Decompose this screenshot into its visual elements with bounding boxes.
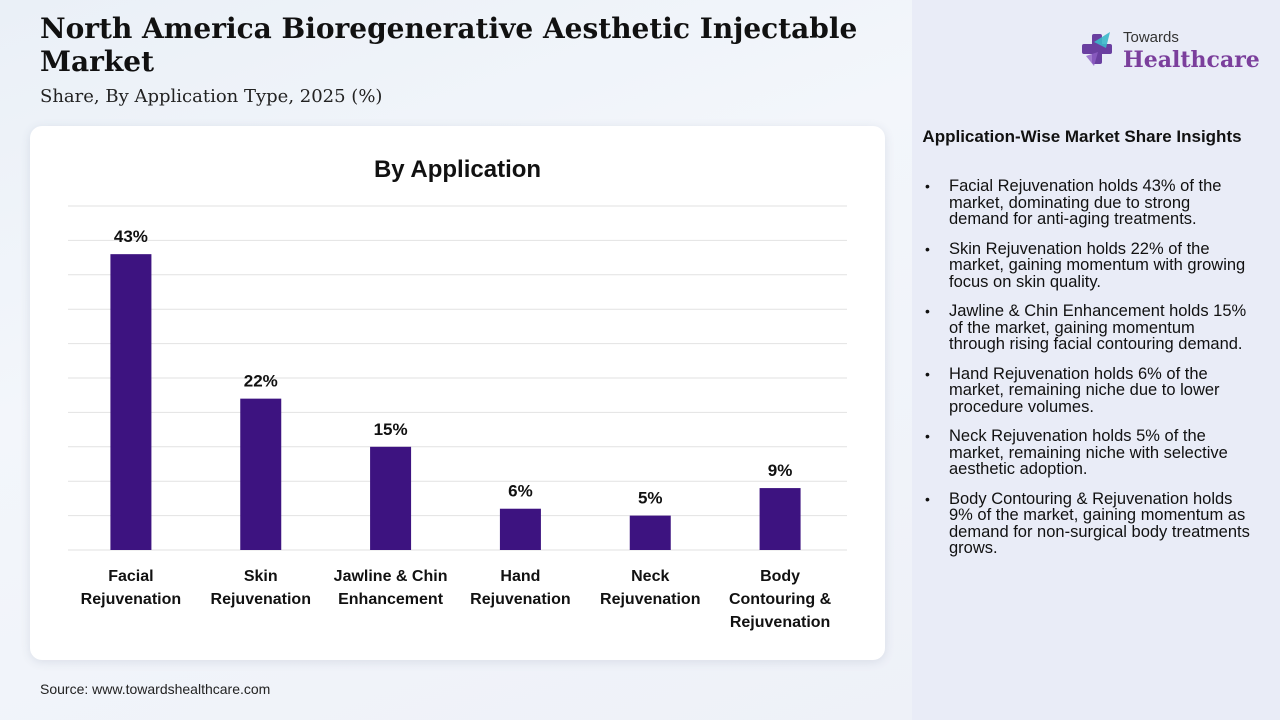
category-label: Rejuvenation bbox=[211, 591, 311, 608]
data-label: 43% bbox=[114, 227, 148, 246]
category-label: Body bbox=[760, 568, 800, 585]
insights-panel-background bbox=[912, 0, 1280, 720]
category-label: Skin bbox=[244, 568, 278, 585]
bar bbox=[759, 488, 801, 550]
data-label: 5% bbox=[638, 489, 663, 508]
data-label: 9% bbox=[768, 461, 793, 480]
insights-title: Application-Wise Market Share Insights bbox=[922, 127, 1242, 146]
chart-card: By Application 43% Facial Rejuvenation 22% S… bbox=[30, 126, 885, 660]
page-subtitle: Share, By Application Type, 2025 (%) bbox=[40, 86, 383, 107]
bullet-icon: • bbox=[925, 490, 930, 507]
insight-item: • Neck Rejuvenation holds 5% of the marke… bbox=[925, 427, 1228, 478]
insight-item: • Hand Rejuvenation holds 6% of the marke… bbox=[925, 364, 1220, 416]
bullet-icon: • bbox=[925, 240, 930, 257]
insights-list: • Facial Rejuvenation holds 43% of the ma… bbox=[922, 178, 1252, 570]
category-label: Rejuvenation bbox=[81, 591, 181, 608]
bullet-icon: • bbox=[925, 365, 930, 382]
medical-cross-icon bbox=[1082, 32, 1112, 66]
source-note: Source: www.towardshealthcare.com bbox=[40, 681, 271, 697]
insight-item: • Jawline & Chin Enhancement holds 15% of… bbox=[925, 302, 1247, 353]
category-label: Neck bbox=[631, 568, 669, 585]
data-label: 15% bbox=[374, 420, 408, 439]
bar bbox=[240, 398, 282, 550]
page-title: North America Bioregenerative Aesthetic … bbox=[40, 12, 858, 78]
category-label: Rejuvenation bbox=[730, 614, 830, 631]
bar bbox=[629, 515, 671, 550]
chart-title: By Application bbox=[373, 156, 542, 183]
category-label: Enhancement bbox=[338, 591, 444, 608]
category-label: Rejuvenation bbox=[470, 591, 570, 608]
category-label: Hand bbox=[500, 568, 540, 585]
category-label: Contouring & bbox=[729, 591, 832, 608]
logo-text-towards: Towards bbox=[1123, 29, 1179, 46]
logo-text-healthcare: Healthcare bbox=[1123, 47, 1260, 73]
insight-item: • Body Contouring & Rejuvenation holds 9%… bbox=[925, 489, 1250, 557]
category-label: Jawline & Chin bbox=[334, 568, 448, 585]
bullet-icon: • bbox=[925, 178, 930, 194]
insight-item: • Facial Rejuvenation holds 43% of the ma… bbox=[925, 177, 1222, 228]
data-label: 6% bbox=[508, 482, 533, 501]
insight-item: • Skin Rejuvenation holds 22% of the mark… bbox=[925, 239, 1246, 291]
towards-healthcare-logo bbox=[1082, 32, 1112, 66]
category-label: Rejuvenation bbox=[600, 591, 700, 608]
bar bbox=[370, 446, 412, 550]
bar-chart: 43% Facial Rejuvenation 22% Skin Rejuvenation… bbox=[68, 205, 847, 631]
bar bbox=[499, 508, 541, 550]
bar bbox=[110, 254, 152, 550]
bullet-icon: • bbox=[925, 303, 930, 319]
data-label: 22% bbox=[244, 372, 278, 391]
category-label: Facial bbox=[108, 568, 153, 585]
bullet-icon: • bbox=[925, 428, 930, 444]
